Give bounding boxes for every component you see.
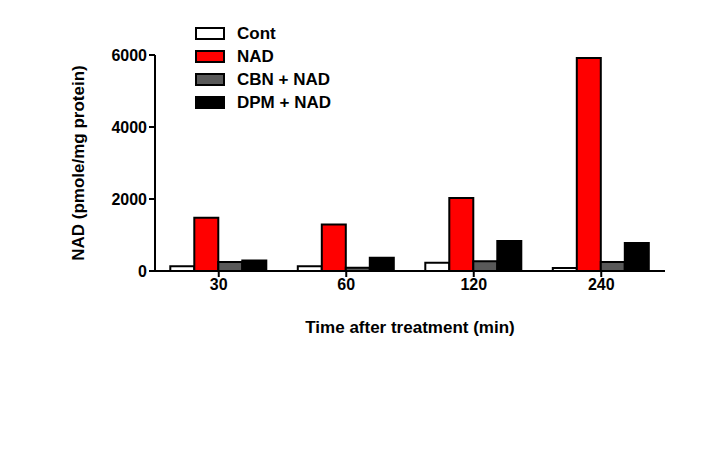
html-text:CBN + NAD: CBN + NAD [237,69,330,89]
svg-text:6000: 6000 [111,47,147,64]
html-text:DPM + NAD: DPM + NAD [237,92,331,112]
svg-text:240: 240 [588,276,615,293]
svg-text:Time after treatment (min): Time after treatment (min) [305,318,514,337]
svg-text:120: 120 [460,276,487,293]
svg-text:4000: 4000 [111,119,147,136]
svg-text:0: 0 [138,263,147,280]
svg-text:NAD (pmole/mg protein): NAD (pmole/mg protein) [69,65,88,261]
svg-text:2000: 2000 [111,191,147,208]
svg-text:30: 30 [210,276,228,293]
html-text:Cont: Cont [237,23,276,43]
svg-text:60: 60 [337,276,355,293]
html-text:NAD: NAD [237,46,274,66]
